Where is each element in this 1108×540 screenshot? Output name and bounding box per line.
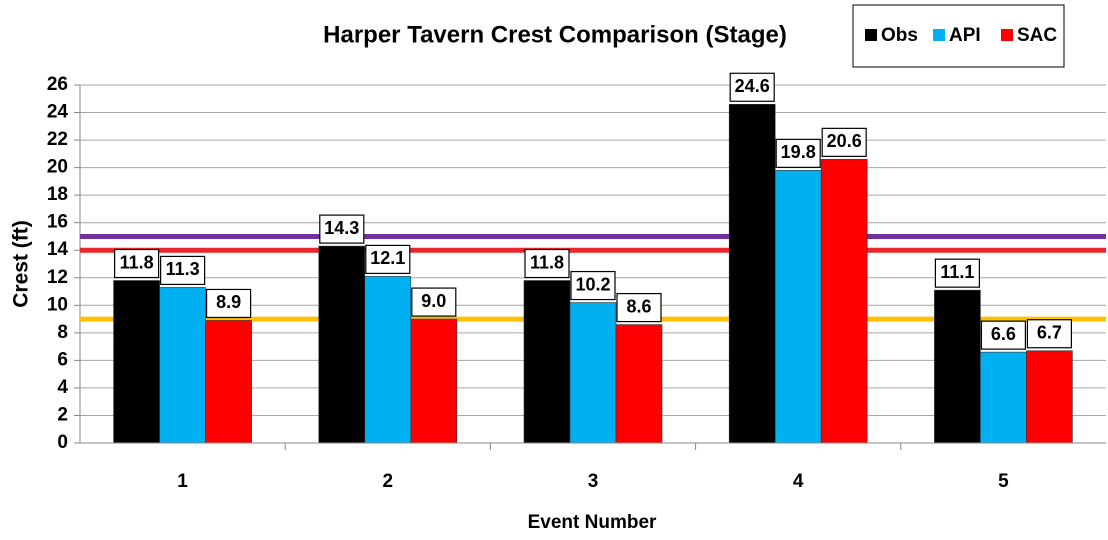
y-tick-label: 8 xyxy=(57,322,68,343)
value-label-box xyxy=(934,258,981,288)
value-label: 11.1 xyxy=(940,262,974,282)
x-tick-label: 3 xyxy=(588,471,599,492)
legend-label: SAC xyxy=(1017,25,1057,46)
value-label: 19.8 xyxy=(781,142,816,162)
value-label: 6.6 xyxy=(991,324,1016,344)
legend-box xyxy=(852,4,1065,68)
bar xyxy=(159,287,206,444)
value-label-box xyxy=(570,270,616,301)
value-label: 8.6 xyxy=(626,296,651,316)
value-label-box xyxy=(775,138,821,168)
bar xyxy=(820,159,868,444)
bar xyxy=(318,245,366,444)
value-label-box xyxy=(160,255,206,286)
value-label-box xyxy=(821,127,867,157)
value-label-box xyxy=(616,292,662,323)
y-tick-label: 24 xyxy=(47,102,69,123)
x-tick-label: 4 xyxy=(793,471,804,492)
bar xyxy=(205,320,252,444)
value-label-box xyxy=(524,248,570,279)
legend-swatch xyxy=(1001,29,1013,41)
x-axis-title: Event Number xyxy=(528,512,657,533)
bar xyxy=(728,103,776,444)
y-axis-title: Crest (ft) xyxy=(10,220,33,308)
value-label-box xyxy=(729,72,775,102)
y-tick-label: 2 xyxy=(57,404,68,425)
bar xyxy=(113,280,160,444)
value-label: 11.8 xyxy=(530,252,564,272)
value-label: 11.8 xyxy=(120,252,154,272)
legend-swatch xyxy=(933,29,945,41)
y-tick-label: 18 xyxy=(47,184,68,205)
y-tick-label: 14 xyxy=(47,239,69,260)
bar xyxy=(934,289,981,444)
y-tick-label: 6 xyxy=(57,349,68,370)
x-tick-label: 1 xyxy=(177,471,188,492)
legend-label: API xyxy=(949,25,981,46)
value-label-box xyxy=(365,244,411,274)
y-tick-label: 4 xyxy=(57,377,68,398)
value-label: 9.0 xyxy=(421,291,446,311)
bar xyxy=(569,302,617,444)
bar xyxy=(1026,350,1073,444)
bar xyxy=(410,318,458,444)
bar xyxy=(364,276,412,444)
value-label-box xyxy=(113,248,160,279)
value-label: 8.9 xyxy=(216,292,241,312)
chart-title: Harper Tavern Crest Comparison (Stage) xyxy=(323,21,787,48)
value-label-box xyxy=(411,287,457,317)
value-label: 14.3 xyxy=(324,218,359,238)
legend-label: Obs xyxy=(881,25,918,46)
y-tick-label: 26 xyxy=(47,74,68,95)
y-tick-label: 16 xyxy=(47,212,68,233)
y-tick-label: 0 xyxy=(57,432,68,453)
value-label-box xyxy=(319,214,365,244)
value-label: 20.6 xyxy=(827,131,862,151)
value-label-box xyxy=(206,288,252,319)
x-tick-label: 2 xyxy=(383,471,394,492)
value-label: 6.7 xyxy=(1037,322,1062,342)
value-label: 12.1 xyxy=(370,248,405,268)
legend: Obs API SAC xyxy=(852,4,1065,68)
legend-swatch xyxy=(865,29,877,41)
y-tick-label: 22 xyxy=(47,129,68,150)
x-tick-label: 5 xyxy=(998,471,1009,492)
value-label-box xyxy=(1026,319,1073,349)
bar xyxy=(980,351,1027,444)
y-tick-label: 20 xyxy=(47,157,68,178)
value-label: 10.2 xyxy=(575,274,610,294)
bar xyxy=(774,170,822,444)
value-label-box xyxy=(980,320,1027,350)
bar xyxy=(523,280,571,444)
value-label: 11.3 xyxy=(166,259,200,279)
y-tick-label: 12 xyxy=(47,267,68,288)
value-label: 24.6 xyxy=(735,76,770,96)
bar xyxy=(615,324,663,444)
y-tick-label: 10 xyxy=(47,294,68,315)
